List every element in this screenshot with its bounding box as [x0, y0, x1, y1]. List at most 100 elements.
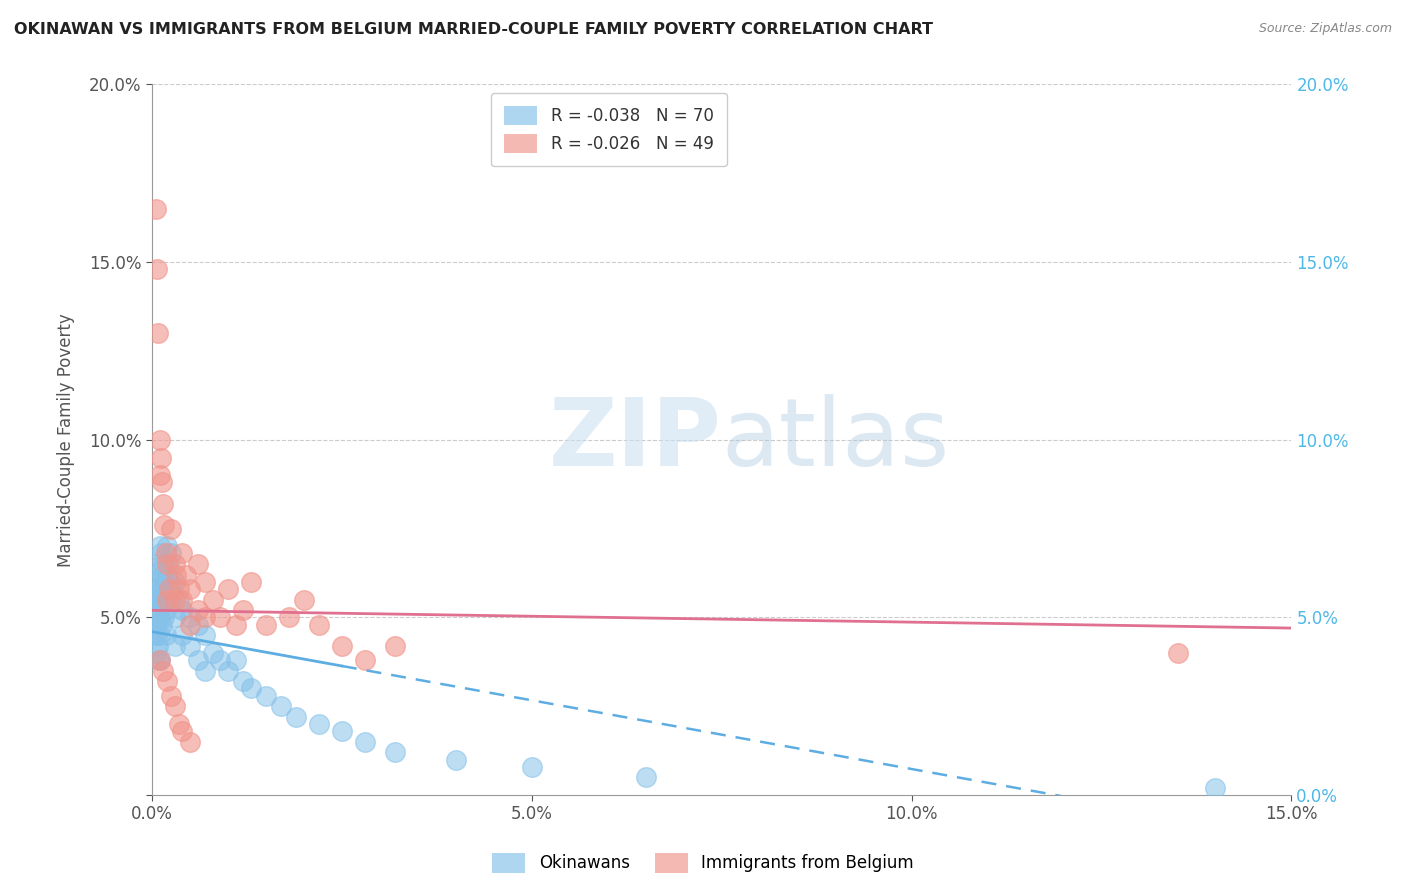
Point [330, 639, 353, 653]
Point [179, 639, 201, 653]
Point [156, 539, 179, 553]
Point [172, 603, 194, 617]
Point [149, 564, 172, 578]
Point [150, 546, 173, 560]
Point [444, 752, 467, 766]
Point [149, 628, 172, 642]
Point [152, 497, 174, 511]
Point [163, 574, 186, 589]
Text: atlas: atlas [721, 393, 950, 486]
Point [239, 574, 262, 589]
Point [146, 639, 169, 653]
Point [149, 433, 172, 447]
Point [155, 603, 177, 617]
Point [148, 653, 170, 667]
Point [146, 628, 169, 642]
Point [1205, 780, 1227, 795]
Point [148, 603, 170, 617]
Point [149, 653, 172, 667]
Point [149, 539, 172, 553]
Point [145, 592, 167, 607]
Point [163, 557, 186, 571]
Point [163, 592, 186, 607]
Point [159, 574, 181, 589]
Point [217, 664, 239, 678]
Point [150, 475, 173, 490]
Point [172, 628, 194, 642]
Point [308, 617, 330, 632]
Point [194, 574, 217, 589]
Point [152, 582, 174, 596]
Legend: R = -0.038   N = 70, R = -0.026   N = 49: R = -0.038 N = 70, R = -0.026 N = 49 [491, 93, 727, 166]
Point [353, 735, 375, 749]
Point [353, 653, 375, 667]
Point [149, 653, 172, 667]
Point [209, 653, 232, 667]
Point [232, 603, 254, 617]
Point [160, 546, 183, 560]
Point [167, 592, 190, 607]
Text: Source: ZipAtlas.com: Source: ZipAtlas.com [1258, 22, 1392, 36]
Point [225, 617, 247, 632]
Point [157, 582, 180, 596]
Point [187, 603, 209, 617]
Y-axis label: Married-Couple Family Poverty: Married-Couple Family Poverty [58, 313, 75, 566]
Point [254, 689, 277, 703]
Point [152, 557, 174, 571]
Point [187, 653, 209, 667]
Point [146, 326, 169, 340]
Point [187, 617, 209, 632]
Point [150, 592, 173, 607]
Point [157, 557, 180, 571]
Point [277, 610, 299, 624]
Point [187, 557, 209, 571]
Point [167, 582, 190, 596]
Point [179, 735, 201, 749]
Point [194, 628, 217, 642]
Point [160, 689, 183, 703]
Point [150, 567, 173, 582]
Point [163, 610, 186, 624]
Point [163, 639, 186, 653]
Point [167, 717, 190, 731]
Point [179, 582, 201, 596]
Point [156, 592, 179, 607]
Point [232, 674, 254, 689]
Point [145, 557, 167, 571]
Point [172, 592, 194, 607]
Point [149, 582, 172, 596]
Point [153, 574, 176, 589]
Point [201, 592, 224, 607]
Point [155, 628, 177, 642]
Point [201, 646, 224, 660]
Point [145, 610, 167, 624]
Point [150, 617, 173, 632]
Text: ZIP: ZIP [548, 393, 721, 486]
Point [1166, 646, 1188, 660]
Point [172, 546, 194, 560]
Point [156, 674, 179, 689]
Point [146, 592, 169, 607]
Point [194, 664, 217, 678]
Point [156, 557, 179, 571]
Point [194, 610, 217, 624]
Point [384, 639, 406, 653]
Point [159, 592, 181, 607]
Point [152, 664, 174, 678]
Point [160, 522, 183, 536]
Point [153, 518, 176, 533]
Point [172, 724, 194, 739]
Point [149, 610, 172, 624]
Point [145, 617, 167, 632]
Point [149, 468, 172, 483]
Point [145, 202, 167, 216]
Point [153, 592, 176, 607]
Point [270, 699, 292, 714]
Point [145, 262, 167, 277]
Point [157, 592, 180, 607]
Point [225, 653, 247, 667]
Point [179, 617, 201, 632]
Text: OKINAWAN VS IMMIGRANTS FROM BELGIUM MARRIED-COUPLE FAMILY POVERTY CORRELATION CH: OKINAWAN VS IMMIGRANTS FROM BELGIUM MARR… [14, 22, 934, 37]
Point [292, 592, 315, 607]
Point [330, 724, 353, 739]
